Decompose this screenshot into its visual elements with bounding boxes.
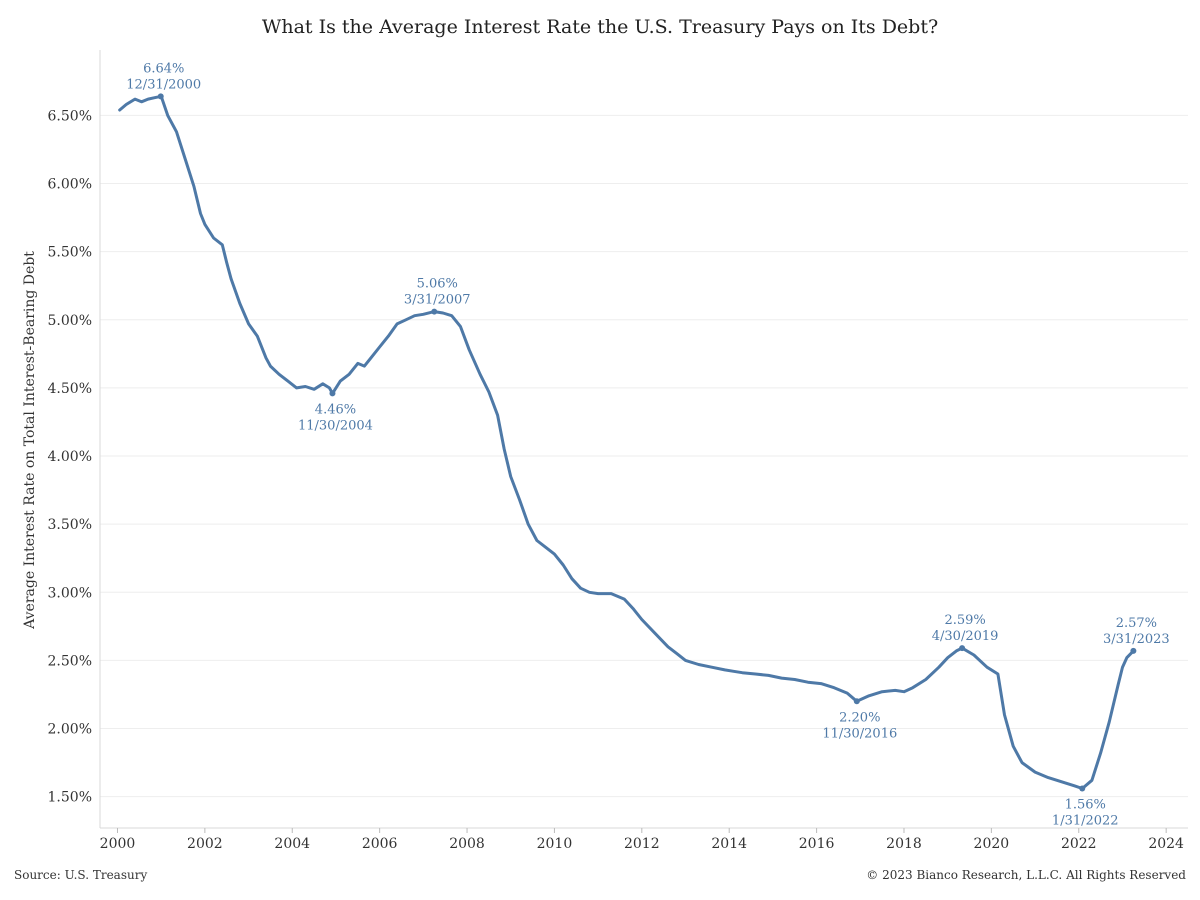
- annotation-date-label: 12/31/2000: [126, 77, 201, 92]
- annotation-value-label: 2.59%: [944, 613, 985, 628]
- annotation-value-label: 5.06%: [417, 277, 458, 292]
- x-tick-label: 2002: [187, 836, 223, 852]
- annotation-date-label: 11/30/2004: [298, 418, 373, 433]
- y-tick-label: 2.00%: [48, 722, 92, 738]
- y-tick-label: 5.00%: [48, 313, 92, 329]
- x-axis-ticks: 2000 2002 2004 2006 2008 2010 2012 2014 2016 2018…: [100, 828, 1184, 852]
- annotations: 6.64%12/31/20004.46%11/30/20045.06%3/31/…: [126, 61, 1169, 828]
- y-tick-label: 4.50%: [48, 381, 92, 397]
- y-tick-label: 3.50%: [48, 517, 92, 533]
- x-tick-label: 2006: [362, 836, 398, 852]
- y-tick-label: 1.50%: [48, 790, 92, 806]
- x-tick-label: 2008: [449, 836, 485, 852]
- annotation-marker: [959, 645, 966, 652]
- x-tick-label: 2012: [624, 836, 660, 852]
- annotation-marker: [1079, 785, 1086, 792]
- annotation-date-label: 3/31/2023: [1103, 632, 1170, 647]
- annotation-value-label: 6.64%: [143, 61, 184, 76]
- annotation-date-label: 1/31/2022: [1052, 813, 1119, 828]
- y-axis-label: Average Interest Rate on Total Interest-…: [22, 251, 38, 630]
- y-tick-label: 5.50%: [48, 245, 92, 261]
- annotation-date-label: 3/31/2007: [404, 293, 471, 308]
- annotation-marker: [853, 698, 860, 705]
- annotation-date-label: 11/30/2016: [822, 726, 897, 741]
- x-tick-label: 2000: [100, 836, 136, 852]
- source-note: Source: U.S. Treasury: [14, 868, 148, 882]
- y-tick-label: 3.00%: [48, 585, 92, 601]
- x-tick-label: 2004: [274, 836, 310, 852]
- annotation-value-label: 4.46%: [315, 402, 356, 417]
- y-tick-label: 4.00%: [48, 449, 92, 465]
- x-tick-label: 2014: [711, 836, 747, 852]
- annotation-marker: [329, 390, 336, 397]
- axes: [99, 50, 1188, 829]
- series-layer: [118, 94, 1135, 790]
- series-line: [118, 94, 1135, 790]
- annotation-value-label: 1.56%: [1065, 797, 1106, 812]
- x-tick-label: 2016: [799, 836, 835, 852]
- x-tick-label: 2020: [974, 836, 1010, 852]
- annotation-marker: [431, 308, 438, 315]
- annotation-value-label: 2.57%: [1116, 616, 1157, 631]
- annotation-value-label: 2.20%: [839, 710, 880, 725]
- y-tick-label: 6.50%: [48, 108, 92, 124]
- x-tick-label: 2024: [1148, 836, 1184, 852]
- annotation-marker: [1130, 647, 1137, 654]
- y-tick-label: 2.50%: [48, 653, 92, 669]
- chart-title: What Is the Average Interest Rate the U.…: [261, 16, 939, 38]
- y-axis-ticks: 1.50% 2.00% 2.50% 3.00% 3.50% 4.00% 4.50% 5.00%…: [48, 108, 92, 805]
- copyright-note: © 2023 Bianco Research, L.L.C. All Right…: [866, 868, 1186, 882]
- grid-lines: [100, 114, 1188, 798]
- x-tick-label: 2010: [537, 836, 573, 852]
- x-tick-label: 2022: [1061, 836, 1097, 852]
- annotation-date-label: 4/30/2019: [932, 629, 999, 644]
- annotation-marker: [157, 93, 164, 100]
- x-tick-label: 2018: [886, 836, 922, 852]
- y-tick-label: 6.00%: [48, 177, 92, 193]
